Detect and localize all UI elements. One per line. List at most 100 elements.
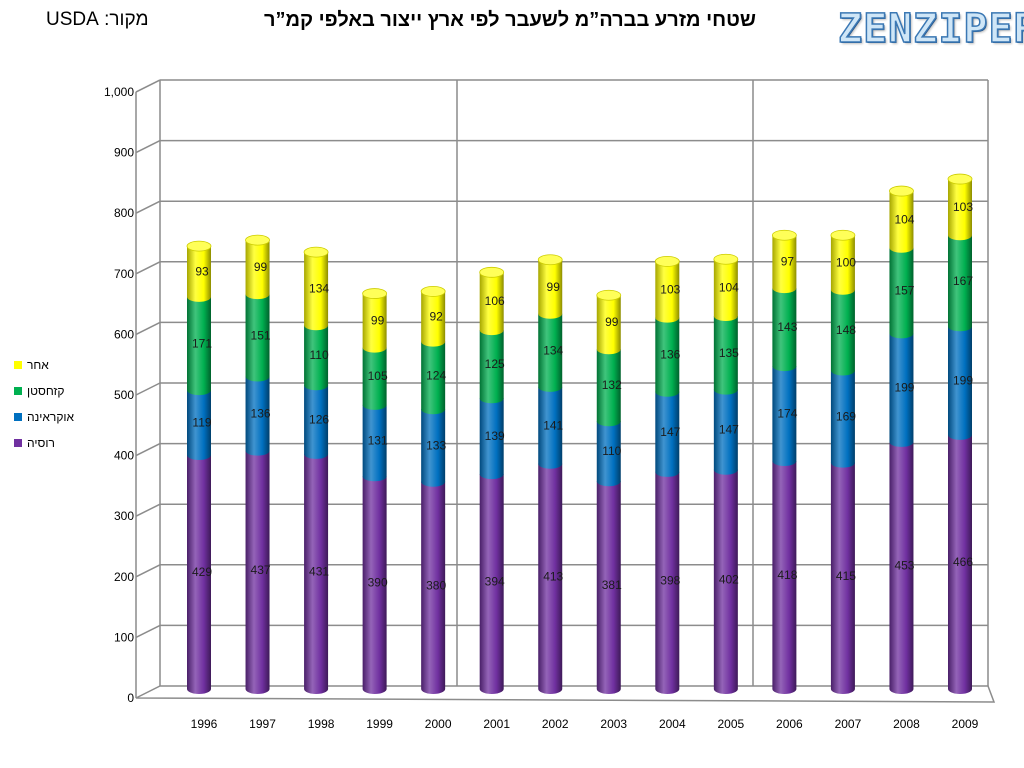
data-label: 148 — [836, 323, 856, 337]
data-label: 169 — [836, 410, 856, 424]
bar-top-cap — [654, 256, 680, 267]
data-label: 418 — [777, 568, 797, 582]
bar-segment — [538, 463, 563, 694]
bar-top-cap — [479, 266, 505, 278]
data-label: 92 — [429, 309, 443, 323]
data-label: 199 — [894, 381, 914, 395]
y-tick-label: 400 — [114, 449, 134, 463]
bar-top-cap — [186, 240, 212, 252]
x-tick-label: 1997 — [249, 717, 276, 731]
bar-segment — [948, 179, 972, 241]
bar-segment — [538, 386, 563, 469]
data-label: 97 — [781, 255, 795, 269]
bar-segment — [596, 349, 621, 427]
legend-label-russia: רוסיה — [27, 436, 55, 450]
bar-segment — [245, 450, 270, 694]
legend-swatch-russia — [14, 439, 22, 447]
data-label: 93 — [195, 264, 209, 278]
data-label: 132 — [602, 378, 622, 392]
data-label: 106 — [485, 294, 505, 308]
y-tick-label: 300 — [114, 509, 134, 523]
bar-segment — [713, 315, 738, 395]
data-label: 105 — [368, 369, 388, 383]
chart-legend: אחר קזחסטן אוקראינה רוסיה — [14, 352, 74, 456]
bar-segment — [889, 191, 914, 253]
side-wall-top — [135, 79, 161, 93]
data-label: 453 — [894, 558, 914, 572]
data-label: 171 — [192, 336, 212, 350]
data-label: 104 — [719, 281, 739, 295]
bar-top-cap — [889, 185, 914, 197]
data-label: 143 — [777, 320, 797, 334]
bar-segment — [889, 247, 914, 339]
data-label: 133 — [426, 438, 446, 452]
data-label: 136 — [251, 407, 271, 421]
bar-segment — [830, 235, 855, 295]
data-label: 99 — [605, 315, 619, 329]
bar-segment — [655, 471, 680, 694]
bar-segment — [596, 295, 621, 355]
data-label: 119 — [192, 416, 211, 430]
bar-segment — [830, 289, 855, 376]
x-tick-label: 2007 — [835, 717, 862, 731]
gridline-side — [135, 139, 161, 154]
bar-top-cap — [947, 173, 973, 185]
data-label: 413 — [543, 569, 563, 583]
data-label: 125 — [485, 357, 505, 371]
bar-top-cap — [713, 253, 739, 265]
bar-top-cap — [420, 286, 446, 297]
data-label: 167 — [953, 274, 973, 288]
bar-segment — [538, 313, 563, 392]
data-label: 100 — [836, 255, 856, 269]
bar-segment — [479, 474, 504, 694]
gridline-side — [135, 564, 161, 578]
y-tick-label: 100 — [114, 630, 134, 644]
data-label: 134 — [543, 343, 563, 357]
data-label: 390 — [368, 576, 388, 590]
bar-segment — [889, 333, 914, 447]
bar-segment — [362, 347, 387, 410]
bar-segment — [245, 376, 270, 456]
data-label: 199 — [953, 374, 973, 388]
bar-segment — [304, 385, 329, 459]
bar-top-cap — [245, 234, 270, 246]
data-label: 99 — [547, 280, 561, 294]
data-label: 103 — [660, 282, 680, 296]
data-label: 103 — [953, 200, 973, 214]
legend-label-ukraine: אוקראינה — [27, 410, 75, 424]
data-labels: 429 119 171 93 437 136 151 99 431 126 110 134 390 131… — [192, 200, 973, 592]
legend-item-other: אחר — [14, 352, 74, 378]
data-label: 131 — [368, 434, 388, 448]
bar-segment — [538, 259, 563, 319]
gridline-side — [135, 442, 161, 457]
data-label: 394 — [485, 575, 505, 589]
x-tick-label: 2004 — [659, 717, 686, 731]
data-label: 126 — [309, 413, 329, 427]
data-label: 147 — [660, 425, 680, 439]
y-tick-label: 500 — [114, 388, 134, 402]
bar-segment — [713, 259, 738, 321]
bar-segment — [655, 391, 680, 477]
bar-segment — [187, 296, 211, 396]
data-label: 99 — [254, 260, 268, 274]
x-tick-label: 1998 — [308, 717, 335, 731]
data-label: 402 — [719, 572, 739, 586]
bar-segment — [187, 390, 211, 461]
gridline-side — [135, 503, 161, 517]
x-tick-label: 1996 — [191, 717, 218, 731]
x-tick-label: 2003 — [600, 717, 627, 731]
gridline-side — [135, 200, 161, 214]
y-tick-label: 700 — [114, 267, 134, 281]
bar-segment — [772, 288, 797, 372]
bar-segment — [421, 409, 446, 487]
y-tick-label: 0 — [127, 691, 134, 705]
x-tick-label: 1999 — [366, 717, 393, 731]
gridline-side — [135, 382, 161, 396]
data-label: 437 — [251, 563, 271, 577]
data-label: 110 — [602, 444, 621, 458]
data-label: 124 — [426, 368, 446, 382]
bar-segment — [304, 252, 329, 331]
y-tick-label: 900 — [114, 146, 134, 160]
legend-item-ukraine: אוקראינה — [14, 404, 74, 430]
